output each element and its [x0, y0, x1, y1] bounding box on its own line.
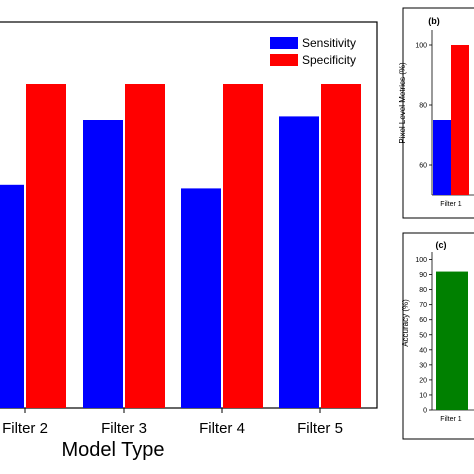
y-tick-label-80: 80 [419, 287, 427, 294]
panel-a-bars [0, 84, 361, 409]
x-tick-label-filter-2: Filter 2 [2, 420, 48, 437]
bar-specificity-filter-4 [223, 84, 263, 408]
bar-sensitivity-filter-5 [279, 116, 319, 409]
legend-label-sensitivity: Sensitivity [302, 36, 356, 50]
y-tick-label-10: 10 [419, 392, 427, 399]
panel-c-x-tick-label: Filter 1 [440, 416, 462, 423]
x-tick-label-filter-3: Filter 3 [101, 420, 147, 437]
bar-specificity-filter-1-b [451, 45, 469, 195]
panel-b-bars [433, 45, 469, 195]
panel-c-y-ticks: 0 10 20 30 40 50 60 70 80 90 100 [415, 257, 432, 415]
bar-specificity-filter-3 [125, 84, 165, 408]
y-tick-label-80: 80 [419, 103, 427, 110]
panel-b-x-tick-label: Filter 1 [440, 201, 462, 208]
panel-b-label: (b) [428, 16, 440, 26]
panel-c-y-axis-label: Accuracy (%) [401, 299, 410, 347]
panel-a-x-tick-labels: Filter 2 Filter 3 Filter 4 Filter 5 [2, 408, 343, 437]
bar-accuracy-filter-1-c [436, 271, 468, 410]
y-tick-label-100: 100 [415, 43, 427, 50]
y-tick-label-60: 60 [419, 317, 427, 324]
panel-b-y-ticks: 60 80 100 [415, 43, 432, 170]
y-tick-label-20: 20 [419, 377, 427, 384]
y-tick-label-60: 60 [419, 163, 427, 170]
bar-specificity-filter-5 [321, 84, 361, 408]
y-tick-label-90: 90 [419, 272, 427, 279]
y-tick-label-40: 40 [419, 347, 427, 354]
legend-swatch-specificity [270, 54, 298, 66]
panel-b-frame [402, 7, 474, 219]
bar-sensitivity-filter-1-b [433, 120, 451, 195]
panel-b-y-axis-label: Pixel Level Metrics (%) [398, 62, 407, 144]
panel-a-legend: Sensitivity Specificity [270, 36, 356, 67]
bar-sensitivity-filter-2 [0, 184, 24, 408]
y-tick-label-100: 100 [415, 257, 427, 264]
legend-swatch-sensitivity [270, 37, 298, 49]
y-tick-label-50: 50 [419, 332, 427, 339]
y-tick-label-0: 0 [423, 408, 427, 415]
y-tick-label-70: 70 [419, 302, 427, 309]
y-tick-label-30: 30 [419, 362, 427, 369]
bar-sensitivity-filter-4 [181, 188, 221, 408]
bar-specificity-filter-2 [26, 84, 66, 408]
panel-c-frame [402, 232, 474, 440]
legend-label-specificity: Specificity [302, 53, 356, 67]
panel-a-x-axis-label: Model Type [61, 439, 164, 461]
panel-c-label: (c) [436, 240, 447, 250]
bar-sensitivity-filter-3 [83, 120, 123, 408]
panel-c-bars [436, 271, 468, 410]
x-tick-label-filter-4: Filter 4 [199, 420, 245, 437]
x-tick-label-filter-5: Filter 5 [297, 420, 343, 437]
